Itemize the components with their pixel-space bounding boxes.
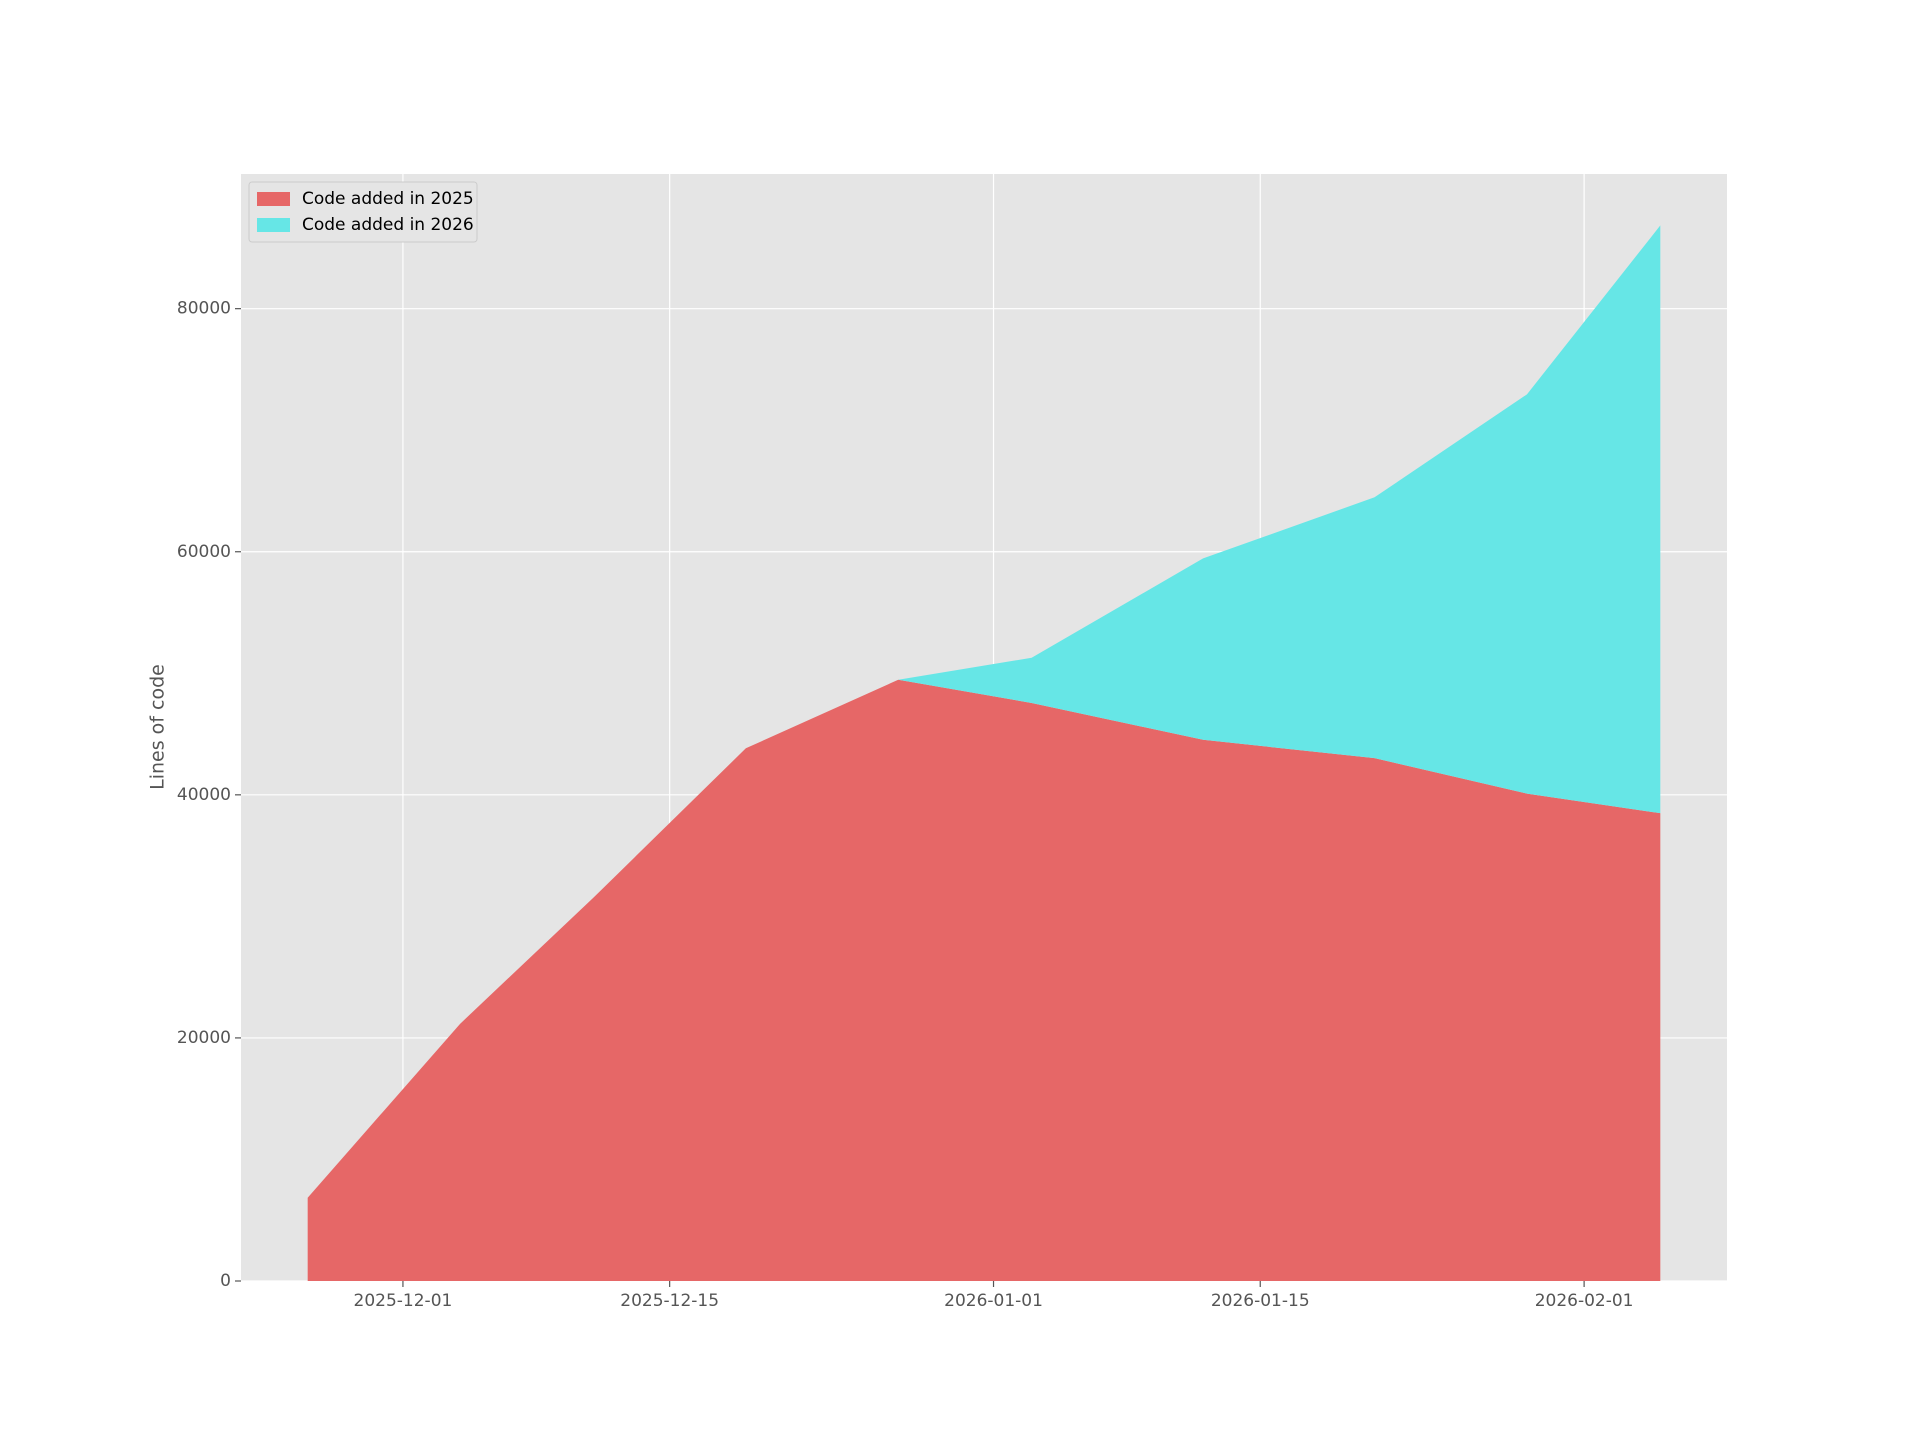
y-tick-label: 40000 <box>177 785 231 805</box>
legend-label: Code added in 2026 <box>302 215 474 235</box>
x-tick-label: 2025-12-15 <box>620 1291 719 1311</box>
legend-label: Code added in 2025 <box>302 189 474 209</box>
legend-box <box>248 181 478 243</box>
y-tick-label: 80000 <box>177 299 231 319</box>
x-tick-label: 2026-01-01 <box>944 1291 1043 1311</box>
x-tick-label: 2026-01-15 <box>1211 1291 1310 1311</box>
legend-swatch <box>257 218 290 232</box>
area <box>307 225 1661 1198</box>
area <box>307 679 1661 1281</box>
y-tick-label: 20000 <box>177 1028 231 1048</box>
y-axis-label: Lines of code <box>147 664 169 790</box>
y-tick-label: 60000 <box>177 542 231 562</box>
x-tick-label: 2026-02-01 <box>1535 1291 1634 1311</box>
legend-swatch <box>257 192 290 206</box>
y-tick-label: 0 <box>220 1271 231 1291</box>
x-tick-label: 2025-12-01 <box>354 1291 453 1311</box>
